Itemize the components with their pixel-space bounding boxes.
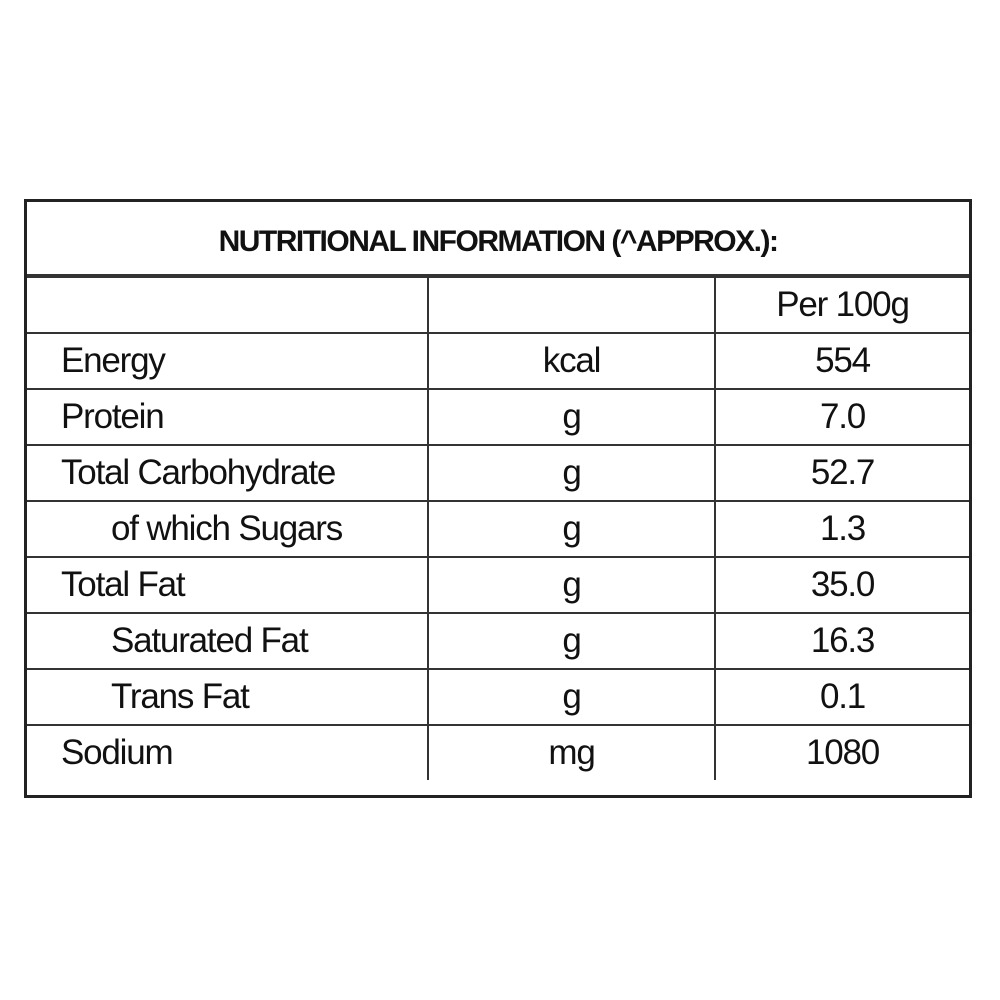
amount: 1080 bbox=[714, 724, 969, 780]
nutrient-name: Energy bbox=[27, 332, 429, 390]
nutrient-row: Saturated Fat g 16.3 bbox=[27, 612, 969, 670]
panel-title: NUTRITIONAL INFORMATION (^APPROX.): bbox=[27, 202, 969, 278]
empty-cell bbox=[427, 278, 716, 334]
nutrient-row: Total Carbohydrate g 52.7 bbox=[27, 444, 969, 502]
nutrient-name: Total Fat bbox=[27, 556, 429, 614]
unit: g bbox=[427, 612, 716, 670]
nutrient-row: Total Fat g 35.0 bbox=[27, 556, 969, 614]
unit: g bbox=[427, 500, 716, 558]
empty-cell bbox=[27, 278, 429, 334]
nutrient-name: Saturated Fat bbox=[27, 612, 429, 670]
nutrient-row: of which Sugars g 1.3 bbox=[27, 500, 969, 558]
nutrition-panel: NUTRITIONAL INFORMATION (^APPROX.): Per … bbox=[24, 199, 972, 798]
nutrient-name: of which Sugars bbox=[27, 500, 429, 558]
nutrient-name: Trans Fat bbox=[27, 668, 429, 726]
amount: 16.3 bbox=[714, 612, 969, 670]
amount: 52.7 bbox=[714, 444, 969, 502]
amount: 1.3 bbox=[714, 500, 969, 558]
header-row: Per 100g bbox=[27, 278, 969, 334]
amount: 554 bbox=[714, 332, 969, 390]
nutrient-name: Total Carbohydrate bbox=[27, 444, 429, 502]
nutrient-row: Energy kcal 554 bbox=[27, 332, 969, 390]
nutrient-row: Trans Fat g 0.1 bbox=[27, 668, 969, 726]
nutrient-row: Sodium mg 1080 bbox=[27, 724, 969, 780]
unit: mg bbox=[427, 724, 716, 780]
unit: kcal bbox=[427, 332, 716, 390]
amount: 7.0 bbox=[714, 388, 969, 446]
nutrition-table: Per 100g Energy kcal 554 Protein g 7.0 Total C… bbox=[27, 278, 969, 780]
unit: g bbox=[427, 668, 716, 726]
unit: g bbox=[427, 444, 716, 502]
unit: g bbox=[427, 388, 716, 446]
nutrient-name: Sodium bbox=[27, 724, 429, 780]
amount: 0.1 bbox=[714, 668, 969, 726]
nutrient-name: Protein bbox=[27, 388, 429, 446]
column-header: Per 100g bbox=[714, 278, 969, 334]
unit: g bbox=[427, 556, 716, 614]
nutrient-row: Protein g 7.0 bbox=[27, 388, 969, 446]
amount: 35.0 bbox=[714, 556, 969, 614]
